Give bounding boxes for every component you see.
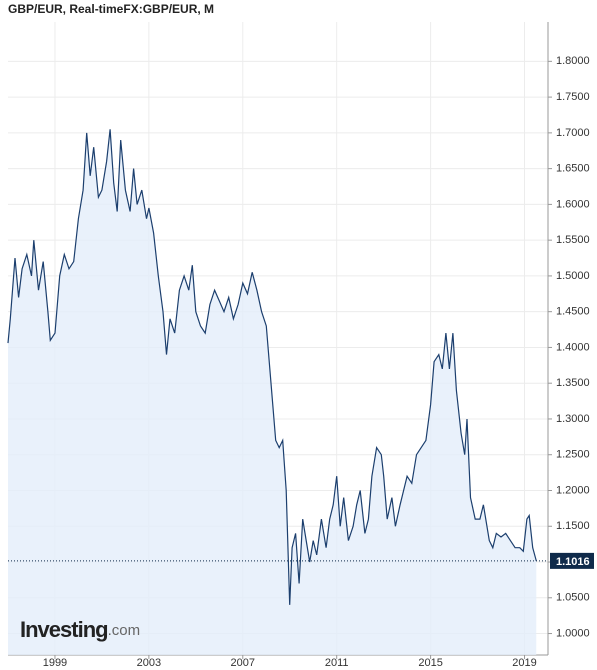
watermark: Investing.com	[20, 617, 140, 642]
x-tick-label: 2011	[325, 657, 349, 669]
watermark-suffix: .com	[108, 622, 141, 639]
y-tick-label: 1.2000	[556, 484, 590, 496]
chart-title: GBP/EUR, Real-timeFX:GBP/EUR, M	[8, 2, 214, 16]
y-tick-label: 1.3000	[556, 413, 590, 425]
y-tick-label: 1.7500	[556, 91, 590, 103]
x-tick-label: 2007	[231, 657, 255, 669]
y-tick-label: 1.0500	[556, 592, 590, 604]
y-tick-label: 1.0000	[556, 627, 590, 639]
x-tick-label: 1999	[43, 657, 67, 669]
y-tick-label: 1.5500	[556, 234, 590, 246]
current-value-label: 1.1016	[556, 556, 590, 568]
watermark-brand: Investing	[20, 617, 108, 642]
x-tick-label: 2015	[418, 657, 442, 669]
y-tick-label: 1.6000	[556, 198, 590, 210]
y-tick-label: 1.2500	[556, 449, 590, 461]
y-tick-label: 1.4500	[556, 306, 590, 318]
y-tick-label: 1.4000	[556, 341, 590, 353]
y-tick-label: 1.6500	[556, 163, 590, 175]
y-tick-label: 1.3500	[556, 377, 590, 389]
y-tick-label: 1.5000	[556, 270, 590, 282]
x-tick-label: 2003	[137, 657, 161, 669]
y-tick-label: 1.1500	[556, 520, 590, 532]
y-tick-label: 1.8000	[556, 55, 590, 67]
y-tick-label: 1.7000	[556, 127, 590, 139]
line	[7, 129, 537, 605]
current-value-box	[550, 552, 594, 569]
x-tick-label: 2019	[512, 657, 536, 669]
area	[8, 129, 537, 656]
